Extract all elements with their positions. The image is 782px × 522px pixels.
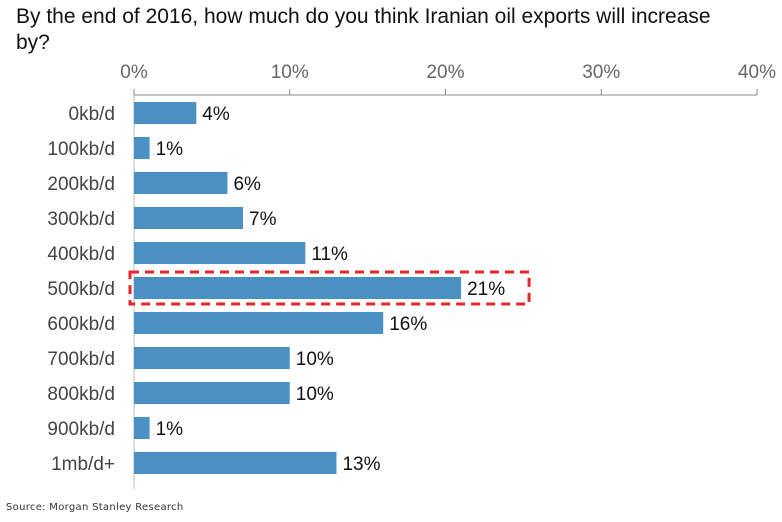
category-label: 500kb/d xyxy=(47,279,115,300)
value-label: 21% xyxy=(467,279,505,300)
value-label: 11% xyxy=(311,244,348,265)
bar xyxy=(134,417,150,439)
chart-title: By the end of 2016, how much do you thin… xyxy=(16,5,711,54)
value-label: 1% xyxy=(156,139,184,160)
category-label: 300kb/d xyxy=(47,209,115,230)
value-label: 4% xyxy=(202,104,230,125)
source-note: Source: Morgan Stanley Research xyxy=(6,502,184,513)
bar xyxy=(134,347,290,369)
category-label: 200kb/d xyxy=(47,174,115,195)
bar xyxy=(134,312,384,334)
bar xyxy=(134,207,244,229)
category-label: 100kb/d xyxy=(47,139,115,160)
category-label: 0kb/d xyxy=(69,104,115,125)
category-label: 700kb/d xyxy=(47,349,115,370)
x-tick-label: 20% xyxy=(426,62,464,83)
bar xyxy=(134,102,197,124)
bar xyxy=(134,172,228,194)
value-label: 1% xyxy=(156,419,184,440)
category-label: 900kb/d xyxy=(47,419,115,440)
x-tick-label: 30% xyxy=(582,62,620,83)
bar xyxy=(134,137,150,159)
category-label: 1mb/d+ xyxy=(51,454,115,475)
category-label: 600kb/d xyxy=(47,314,115,335)
value-label: 6% xyxy=(233,174,261,195)
x-tick-label: 0% xyxy=(120,62,148,83)
bar xyxy=(134,242,306,264)
value-label: 10% xyxy=(296,384,334,405)
highlight-box xyxy=(128,270,531,306)
category-label: 400kb/d xyxy=(47,244,115,265)
x-tick-label: 10% xyxy=(271,62,309,83)
bar xyxy=(134,452,337,474)
bar-chart: 0% 10% 20% 30% 40% 0kb/d 4% 100kb/d 1% 200kb/d 6% 3… xyxy=(47,62,776,489)
value-label: 16% xyxy=(389,314,427,335)
x-tick-label: 40% xyxy=(738,62,776,83)
bar xyxy=(134,277,462,299)
value-label: 13% xyxy=(342,454,380,475)
category-label: 800kb/d xyxy=(47,384,115,405)
value-label: 7% xyxy=(249,209,277,230)
bar xyxy=(134,382,290,404)
value-label: 10% xyxy=(296,349,334,370)
